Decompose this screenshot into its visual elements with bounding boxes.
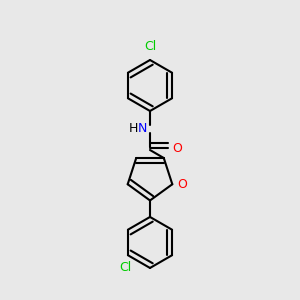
Text: Cl: Cl — [119, 261, 132, 274]
Text: Cl: Cl — [144, 40, 156, 52]
Text: H: H — [129, 122, 138, 136]
Text: O: O — [172, 142, 182, 155]
Text: N: N — [138, 122, 147, 136]
Text: O: O — [177, 178, 187, 191]
